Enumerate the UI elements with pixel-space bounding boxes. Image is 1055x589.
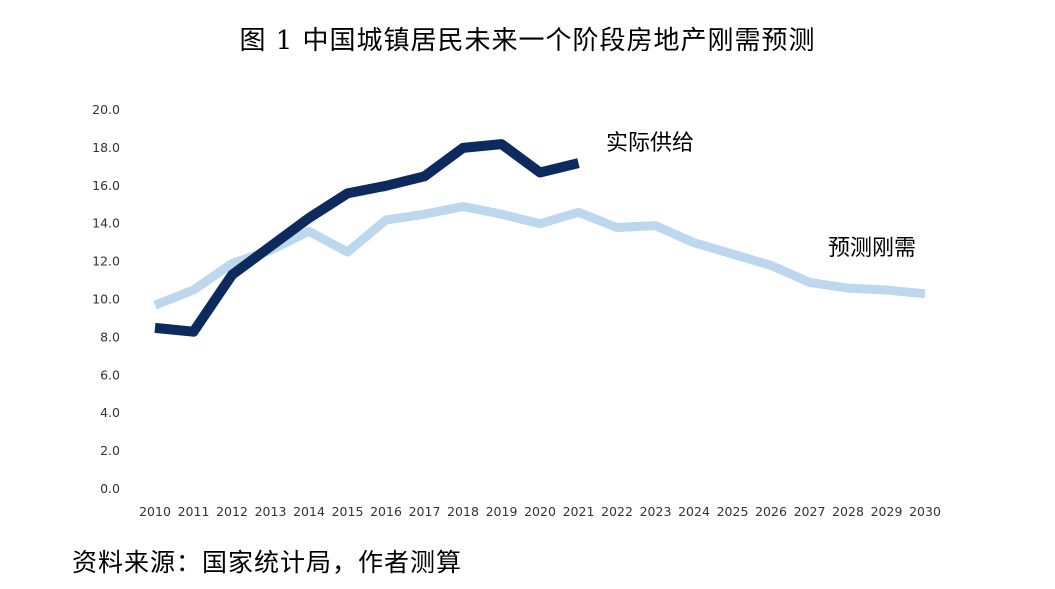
- x-tick-label: 2020: [524, 504, 556, 519]
- y-tick-label: 12.0: [92, 254, 120, 269]
- series-line-forecast-demand: [153, 202, 926, 310]
- series-label-forecast-demand: 预测刚需: [828, 236, 916, 261]
- x-tick-label: 2025: [717, 504, 749, 519]
- series-labels: 预测刚需 实际供给: [606, 131, 916, 261]
- x-tick-label: 2026: [755, 504, 787, 519]
- x-tick-label: 2015: [332, 504, 364, 519]
- y-tick-label: 8.0: [100, 329, 120, 344]
- y-tick-label: 2.0: [100, 443, 120, 458]
- x-tick-label: 2027: [794, 504, 826, 519]
- x-tick-label: 2022: [601, 504, 633, 519]
- series-line-actual-supply: [154, 139, 580, 337]
- y-axis-ticks: 0.0 2.0 4.0 6.0 8.0 10.0 12.0 14.0 16.0 18.0 20.0: [92, 102, 120, 496]
- y-tick-label: 0.0: [100, 481, 120, 496]
- x-tick-label: 2016: [370, 504, 402, 519]
- line-chart: 0.02.04.06.08.010.012.014.016.018.020.0 …: [92, 102, 941, 519]
- y-tick-label: 18.0: [92, 140, 120, 155]
- y-tick-label: 6.0: [100, 367, 120, 382]
- series-lines: [153, 139, 926, 337]
- chart-title: 图 1 中国城镇居民未来一个阶段房地产刚需预测: [239, 26, 816, 56]
- x-tick-label: 2019: [486, 504, 518, 519]
- x-tick-label: 2023: [640, 504, 672, 519]
- x-tick-label: 2028: [832, 504, 864, 519]
- x-tick-label: 2030: [909, 504, 941, 519]
- x-tick-label: 2017: [409, 504, 441, 519]
- y-tick-label: 14.0: [92, 216, 120, 231]
- x-tick-label: 2014: [293, 504, 325, 519]
- y-tick-label: 16.0: [92, 178, 120, 193]
- x-tick-label: 2024: [678, 504, 710, 519]
- x-tick-label: 2013: [255, 504, 287, 519]
- x-tick-label: 2018: [447, 504, 479, 519]
- series-label-actual-supply: 实际供给: [606, 131, 694, 156]
- x-tick-label: 2011: [178, 504, 210, 519]
- source-note: 资料来源：国家统计局，作者测算: [72, 548, 463, 577]
- y-tick-label: 20.0: [92, 102, 120, 117]
- x-tick-label: 2010: [139, 504, 171, 519]
- x-axis-ticks: 2010 2011 2012 2013 2014 2015 2016 2017 2018 2019…: [139, 504, 941, 519]
- y-tick-label: 4.0: [100, 405, 120, 420]
- y-tick-label: 10.0: [92, 292, 120, 307]
- x-tick-label: 2012: [216, 504, 248, 519]
- x-tick-label: 2029: [871, 504, 903, 519]
- x-tick-label: 2021: [563, 504, 595, 519]
